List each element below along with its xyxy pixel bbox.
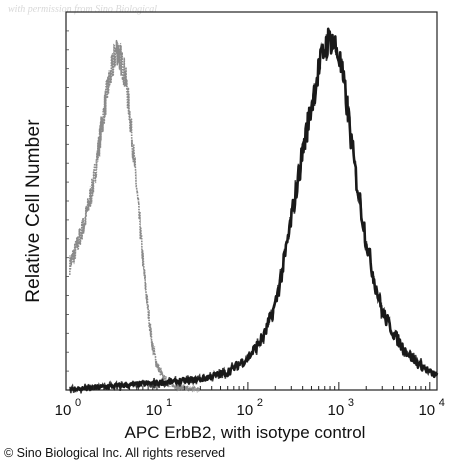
x-tick-label: 10 2 bbox=[237, 397, 263, 419]
x-tick-exponent: 2 bbox=[257, 397, 263, 409]
x-tick-exponent: 4 bbox=[439, 397, 445, 409]
watermark: with permission from Sino Biological bbox=[8, 4, 158, 15]
x-tick-label: 10 4 bbox=[418, 397, 444, 419]
x-tick-exponent: 3 bbox=[348, 397, 354, 409]
x-tick-base: 10 bbox=[328, 402, 345, 419]
plot-area bbox=[65, 11, 438, 391]
copyright-notice: © Sino Biological Inc. All rights reserv… bbox=[4, 446, 226, 460]
x-tick-base: 10 bbox=[55, 402, 72, 419]
x-tick-label: 10 0 bbox=[55, 397, 81, 419]
x-tick-base: 10 bbox=[146, 402, 163, 419]
x-axis-ticks: 10 0 10 1 10 2 10 3 10 4 bbox=[55, 382, 445, 419]
histogram-line-texture bbox=[69, 40, 201, 394]
series-ErbB2 bbox=[69, 27, 439, 394]
x-tick-base: 10 bbox=[418, 402, 435, 419]
x-tick-label: 10 1 bbox=[146, 397, 172, 419]
x-tick-base: 10 bbox=[237, 402, 254, 419]
series-isotype-control bbox=[69, 39, 201, 394]
histogram-line bbox=[69, 39, 201, 391]
x-tick-label: 10 3 bbox=[328, 397, 354, 419]
histogram-line-texture bbox=[69, 30, 438, 394]
series-layer bbox=[69, 27, 439, 394]
x-axis-label: APC ErbB2, with isotype control bbox=[124, 423, 366, 442]
y-axis-label: Relative Cell Number bbox=[23, 119, 44, 303]
x-tick-exponent: 1 bbox=[166, 397, 172, 409]
x-tick-exponent: 0 bbox=[75, 397, 81, 409]
